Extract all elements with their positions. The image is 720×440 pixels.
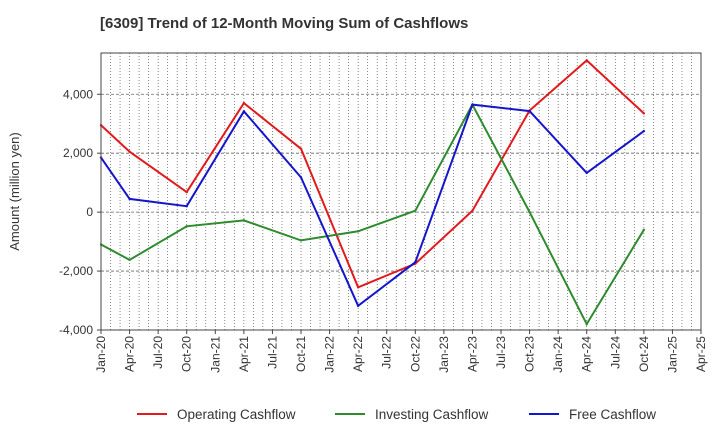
x-tick-label: Jul-24 bbox=[608, 336, 622, 369]
x-tick-label: Apr-21 bbox=[237, 336, 251, 372]
x-tick-label: Oct-22 bbox=[408, 336, 422, 372]
data-point bbox=[242, 219, 246, 222]
x-tick-label: Oct-21 bbox=[294, 336, 308, 372]
legend-label: Investing Cashflow bbox=[375, 407, 489, 422]
data-point bbox=[185, 225, 188, 228]
series-layer bbox=[99, 59, 646, 327]
data-point bbox=[528, 109, 531, 113]
y-tick-label: 4,000 bbox=[63, 87, 93, 101]
data-point bbox=[185, 190, 188, 194]
data-point bbox=[414, 209, 417, 212]
chart-title: [6309] Trend of 12-Month Moving Sum of C… bbox=[100, 15, 469, 32]
x-tick-label: Oct-20 bbox=[180, 336, 194, 372]
data-point bbox=[585, 59, 588, 62]
data-point bbox=[414, 261, 417, 264]
x-tick-label: Apr-20 bbox=[123, 336, 137, 372]
x-tick-label: Jan-23 bbox=[437, 336, 451, 373]
data-point bbox=[356, 230, 360, 233]
data-point bbox=[299, 176, 303, 179]
x-tick-label: Jul-20 bbox=[151, 336, 165, 369]
data-point bbox=[242, 110, 246, 113]
data-point bbox=[642, 112, 646, 115]
x-tick-label: Apr-24 bbox=[580, 336, 594, 372]
data-point bbox=[299, 239, 303, 242]
data-point bbox=[528, 210, 531, 214]
data-point bbox=[642, 129, 646, 133]
x-tick-label: Jan-20 bbox=[94, 336, 108, 373]
grid bbox=[100, 52, 702, 331]
x-tick-label: Jul-21 bbox=[265, 336, 279, 369]
y-tick-label: -2,000 bbox=[59, 264, 93, 278]
x-tick-label: Oct-23 bbox=[523, 336, 537, 372]
y-tick-label: 0 bbox=[86, 205, 93, 219]
axes: -4,000 -2,000 0 2,000 4,000 Jan-20 Apr-20 Jul-2… bbox=[7, 52, 708, 373]
x-tick-label: Jan-25 bbox=[665, 336, 679, 373]
legend-label: Free Cashflow bbox=[569, 407, 656, 422]
data-point bbox=[128, 258, 131, 262]
data-point bbox=[356, 304, 360, 308]
data-point bbox=[128, 150, 131, 153]
legend-label: Operating Cashflow bbox=[177, 407, 296, 422]
x-tick-label: Jul-22 bbox=[380, 336, 394, 369]
data-point bbox=[185, 205, 188, 208]
x-tick-label: Apr-23 bbox=[465, 336, 479, 372]
data-point bbox=[471, 103, 474, 106]
x-tick-label: Oct-24 bbox=[637, 336, 651, 372]
x-tick-label: Apr-25 bbox=[694, 336, 708, 372]
x-tick-label: Jan-24 bbox=[551, 336, 565, 373]
data-point bbox=[585, 171, 588, 175]
data-point bbox=[242, 101, 246, 105]
x-tick-label: Jan-22 bbox=[323, 336, 337, 373]
legend: Operating Cashflow Investing Cashflow Free… bbox=[137, 407, 656, 422]
plot-frame bbox=[100, 52, 702, 331]
y-tick-label: -4,000 bbox=[59, 323, 93, 337]
data-point bbox=[128, 197, 131, 201]
data-point bbox=[585, 322, 588, 326]
plot-area bbox=[101, 53, 701, 330]
data-point bbox=[471, 209, 474, 212]
x-tick-label: Jul-23 bbox=[494, 336, 508, 369]
data-point bbox=[642, 228, 646, 232]
data-point bbox=[356, 286, 360, 289]
data-point bbox=[299, 147, 303, 150]
x-tick-label: Jan-21 bbox=[208, 336, 222, 373]
y-axis-title: Amount (million yen) bbox=[7, 132, 22, 251]
y-tick-label: 2,000 bbox=[63, 146, 93, 160]
x-tick-label: Apr-22 bbox=[351, 336, 365, 372]
